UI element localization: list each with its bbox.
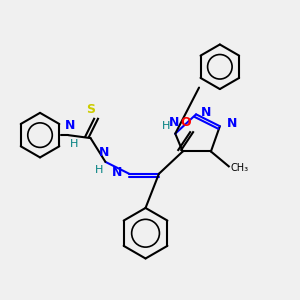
Text: CH₃: CH₃ xyxy=(230,163,248,173)
Text: H: H xyxy=(70,139,78,149)
Text: N: N xyxy=(227,117,238,130)
Text: S: S xyxy=(86,103,95,116)
Text: N: N xyxy=(111,166,122,179)
Text: N: N xyxy=(99,146,109,159)
Text: H: H xyxy=(95,165,103,175)
Text: H: H xyxy=(162,121,170,131)
Text: N: N xyxy=(169,116,179,129)
Text: O: O xyxy=(180,116,191,129)
Text: N: N xyxy=(64,118,75,132)
Text: N: N xyxy=(200,106,211,119)
